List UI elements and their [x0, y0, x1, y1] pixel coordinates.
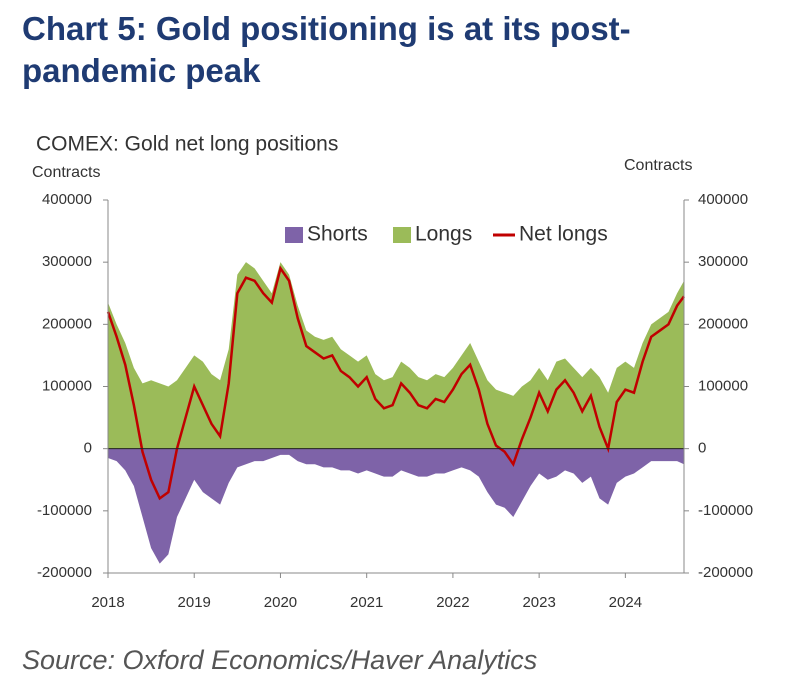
chart: COMEX: Gold net long positions Contracts…: [32, 133, 753, 611]
y2-tick-label: -100000: [698, 502, 753, 519]
y2-axis-label: Contracts: [624, 157, 692, 174]
x-tick-label: 2023: [522, 594, 555, 611]
y-tick-label: 400000: [42, 191, 92, 208]
legend-swatch: [285, 227, 303, 243]
legend-label: Shorts: [307, 223, 368, 246]
x-tick-label: 2024: [609, 594, 642, 611]
x-tick-label: 2018: [91, 594, 124, 611]
x-tick-label: 2019: [178, 594, 211, 611]
chart-title: Chart 5: Gold positioning is at its post…: [22, 10, 631, 89]
area: [108, 448, 684, 564]
y-tick-label: 100000: [42, 377, 92, 394]
y2-tick-label: 400000: [698, 191, 748, 208]
y2-tick-label: 100000: [698, 377, 748, 394]
y2-tick-label: 300000: [698, 253, 748, 270]
y-axis-label: Contracts: [32, 164, 100, 181]
y-tick-label: 300000: [42, 253, 92, 270]
y2-tick-label: -200000: [698, 564, 753, 581]
y-tick-label: 0: [84, 440, 92, 457]
x-tick-label: 2021: [350, 594, 383, 611]
y-tick-label: -100000: [37, 502, 92, 519]
line: [106, 265, 686, 501]
area: [108, 262, 684, 449]
x-tick-label: 2022: [436, 594, 469, 611]
x-tick-label: 2020: [264, 594, 297, 611]
y-tick-label: -200000: [37, 564, 92, 581]
y2-tick-label: 200000: [698, 315, 748, 332]
y2-tick-label: 0: [698, 440, 706, 457]
legend-swatch: [393, 227, 411, 243]
y-tick-label: 200000: [42, 315, 92, 332]
source-note: Source: Oxford Economics/Haver Analytics: [22, 645, 538, 675]
chart-subtitle: COMEX: Gold net long positions: [36, 133, 338, 156]
legend-label: Net longs: [519, 223, 608, 246]
legend-label: Longs: [415, 223, 472, 246]
